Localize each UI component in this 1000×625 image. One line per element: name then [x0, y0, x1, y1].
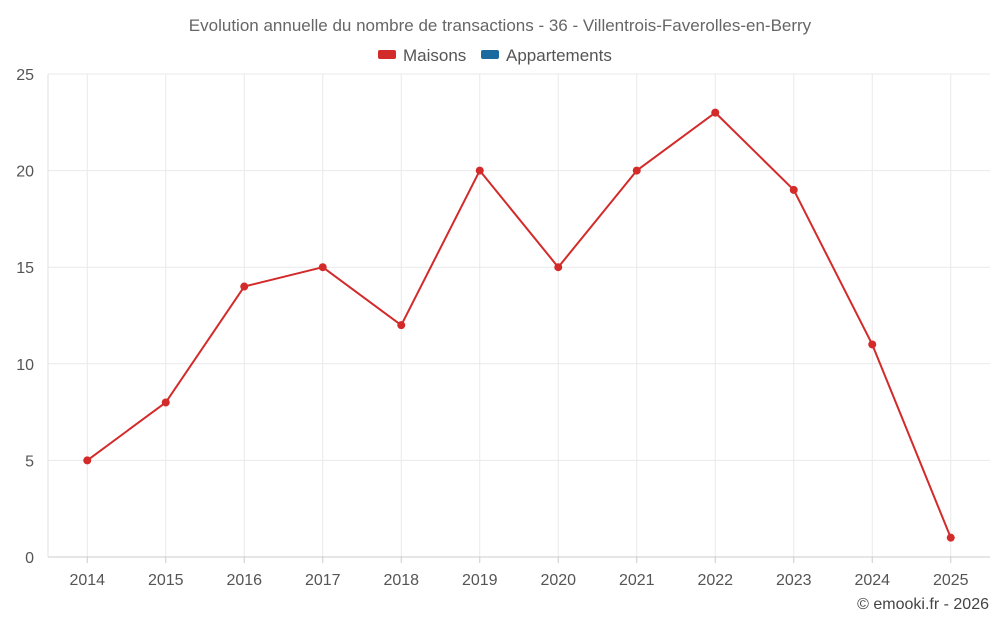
legend-swatch-appartements: [481, 50, 499, 59]
data-point-maisons[interactable]: [868, 340, 877, 349]
x-tick-label: 2021: [619, 572, 655, 589]
legend-label-appartements: Appartements: [506, 46, 612, 65]
data-point-maisons[interactable]: [789, 185, 798, 194]
data-point-maisons[interactable]: [475, 166, 484, 175]
legend-label-maisons: Maisons: [403, 46, 466, 65]
legend: Maisons Appartements: [378, 46, 612, 65]
x-tick-label: 2020: [540, 572, 576, 589]
chart-title: Evolution annuelle du nombre de transact…: [189, 16, 812, 35]
data-point-maisons[interactable]: [318, 263, 327, 272]
series-line-maisons: [86, 111, 952, 539]
data-point-maisons[interactable]: [946, 533, 955, 542]
y-tick-label: 25: [16, 67, 34, 84]
x-tick-label: 2014: [69, 572, 105, 589]
x-tick-label: 2023: [776, 572, 812, 589]
y-tick-label: 10: [16, 357, 34, 374]
x-tick-label: 2022: [697, 572, 733, 589]
data-point-maisons[interactable]: [632, 166, 641, 175]
data-point-maisons[interactable]: [711, 108, 720, 117]
series-layer: [83, 108, 955, 542]
legend-item-appartements[interactable]: Appartements: [481, 46, 612, 65]
data-point-maisons[interactable]: [161, 398, 170, 407]
data-point-maisons[interactable]: [240, 282, 249, 291]
x-tick-label: 2024: [854, 572, 890, 589]
legend-item-maisons[interactable]: Maisons: [378, 46, 466, 65]
data-point-maisons[interactable]: [83, 456, 92, 465]
x-tick-label: 2016: [226, 572, 262, 589]
y-tick-label: 0: [25, 550, 34, 567]
data-point-maisons[interactable]: [554, 263, 563, 272]
x-tick-label: 2017: [305, 572, 341, 589]
data-point-maisons[interactable]: [397, 321, 406, 330]
legend-swatch-maisons: [378, 50, 396, 59]
credit-text: © emooki.fr - 2026: [857, 596, 989, 613]
y-tick-label: 15: [16, 260, 34, 277]
y-tick-label: 20: [16, 164, 34, 181]
x-tick-label: 2015: [148, 572, 184, 589]
y-tick-label: 5: [25, 453, 34, 470]
x-tick-label: 2025: [933, 572, 969, 589]
x-tick-label: 2019: [462, 572, 498, 589]
grid: [48, 73, 990, 558]
x-tick-label: 2018: [383, 572, 419, 589]
